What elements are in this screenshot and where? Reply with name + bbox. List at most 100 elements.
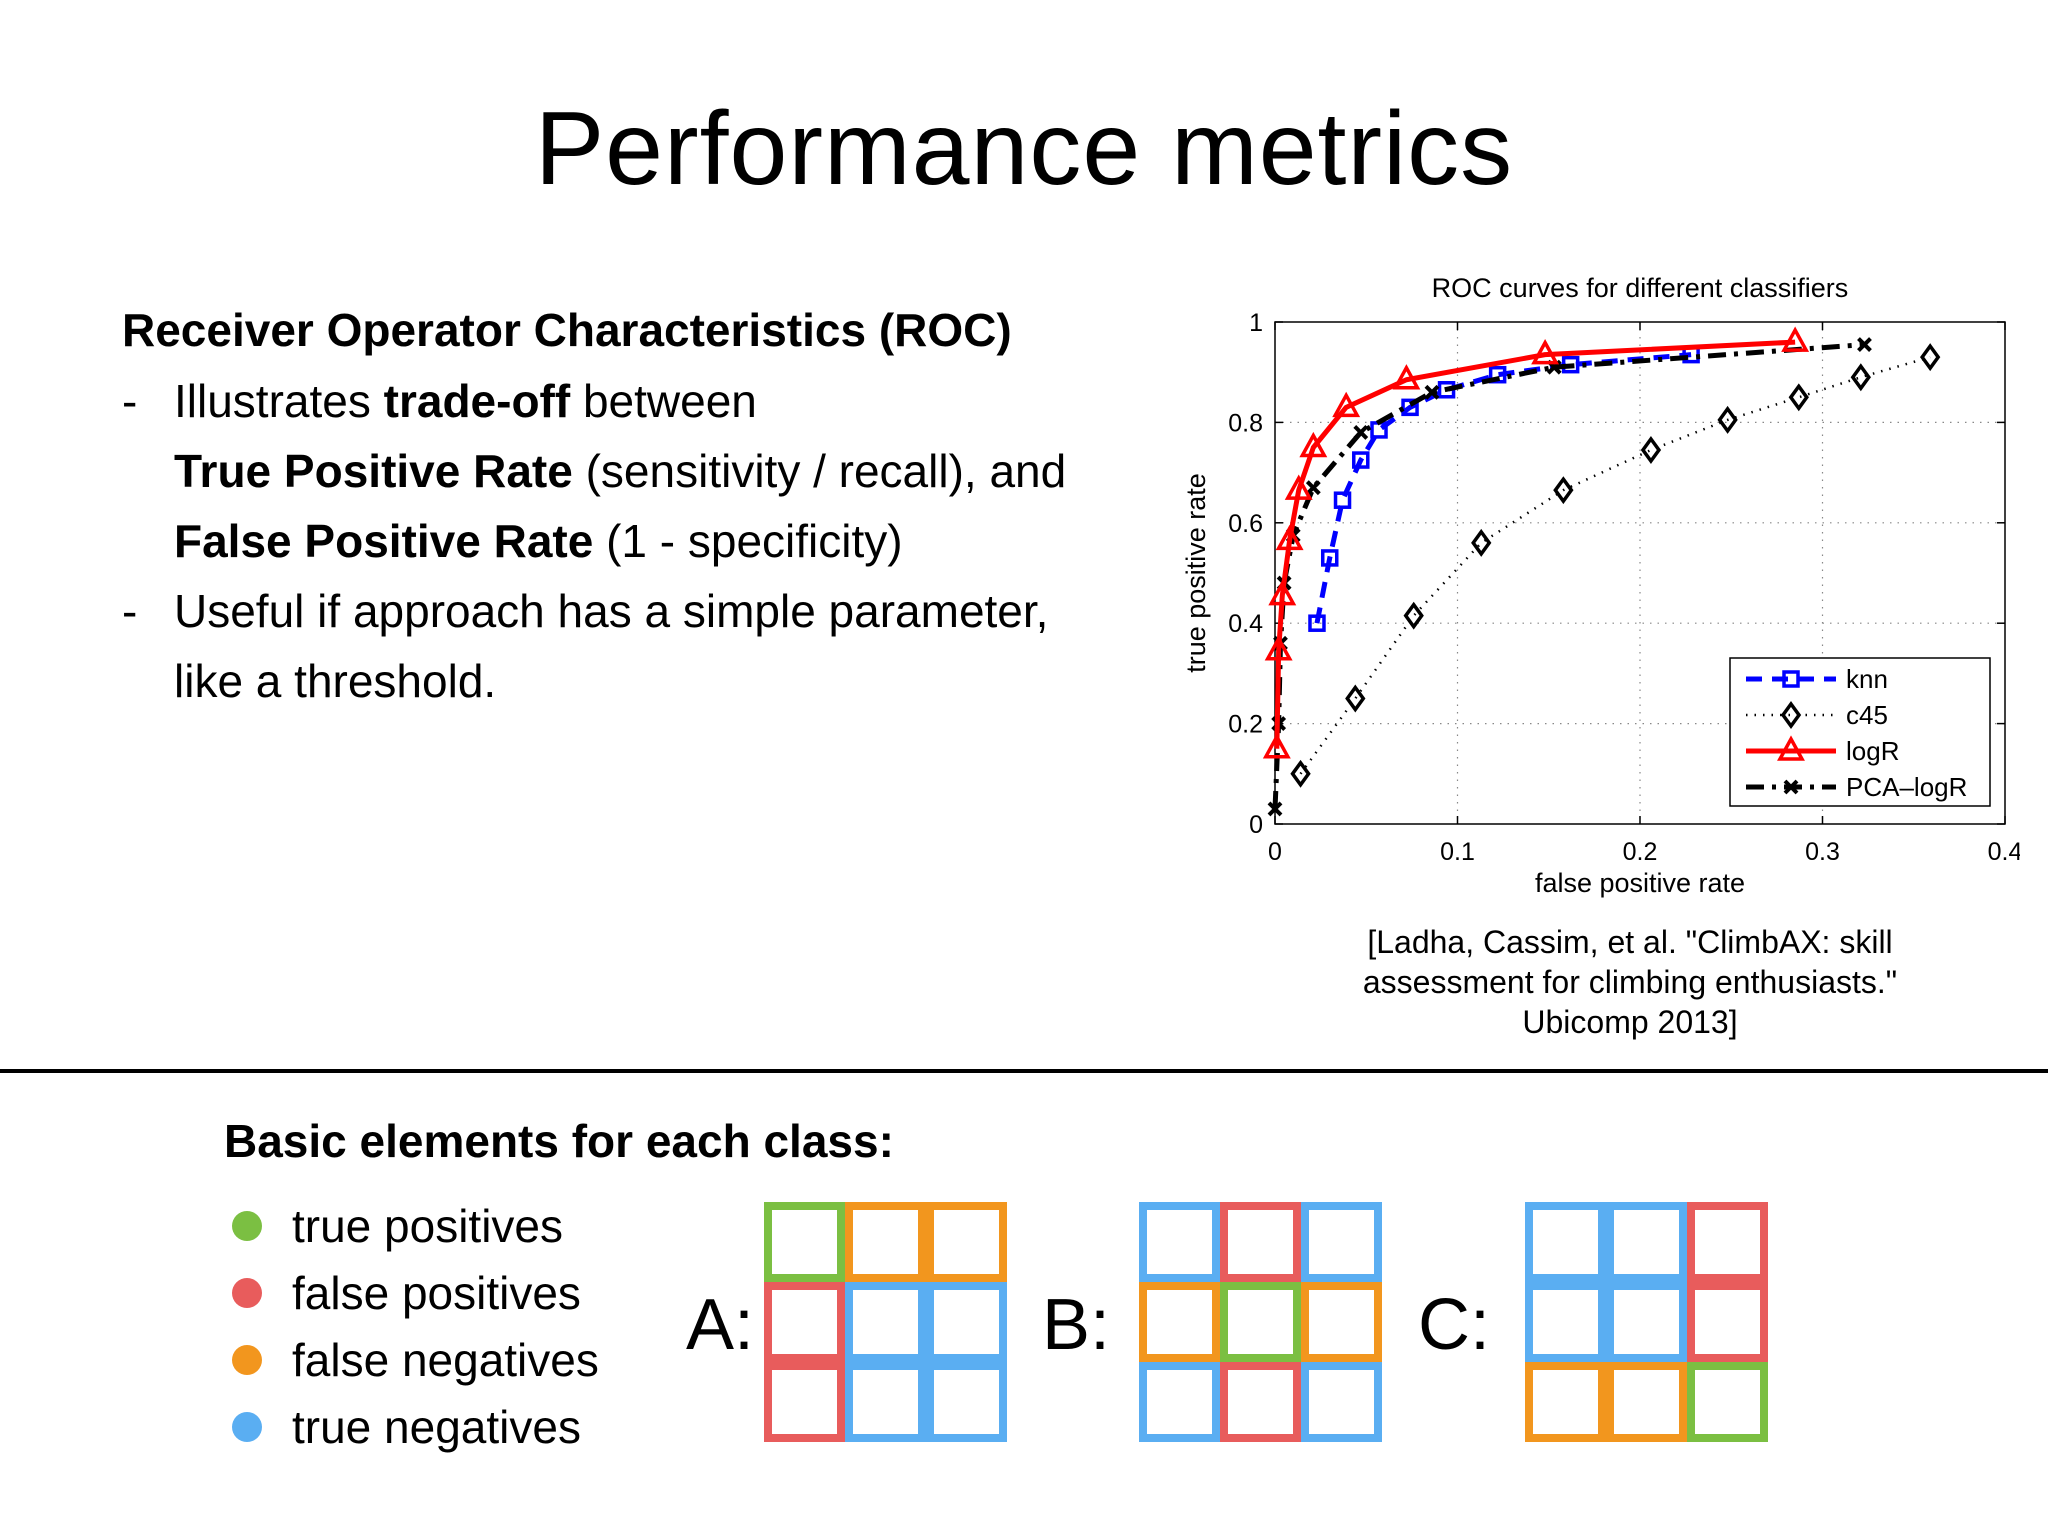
y-tick-label: 0.6	[1228, 510, 1263, 538]
data-point-knn	[1321, 549, 1339, 567]
legend-label: true positives	[292, 1199, 564, 1252]
matrix-cell-true-negative	[926, 1282, 1007, 1362]
bullet-dash: -	[122, 375, 138, 427]
bullet-text: (1 - specificity)	[593, 515, 903, 567]
matrix-cell-true-negative	[845, 1282, 926, 1362]
bullet-line: False Positive Rate (1 - specificity)	[174, 506, 1152, 576]
matrix-cell-true-negative	[1525, 1282, 1606, 1362]
matrix-cell-false-positive	[1220, 1202, 1301, 1282]
data-point-c45	[1553, 476, 1574, 505]
bullet-bold-text: True Positive Rate	[174, 445, 573, 497]
data-point-logr	[1284, 474, 1313, 500]
bullet-dash: -	[122, 585, 138, 637]
matrix-label-a: A:	[686, 1285, 755, 1365]
matrix-cell-true-positive	[764, 1202, 845, 1282]
data-point-logr	[1264, 635, 1293, 661]
data-point-c45	[1717, 405, 1738, 434]
matrix-cell-false-positive	[764, 1282, 845, 1362]
bullet-threshold: - Useful if approach has a simple parame…	[122, 576, 1152, 716]
bullet-line: Illustrates trade-off between	[174, 366, 1152, 436]
matrix-cell-true-negative	[1606, 1282, 1687, 1362]
matrix-cell-true-positive	[1220, 1282, 1301, 1362]
y-tick-label: 1	[1249, 309, 1263, 337]
matrix-cell-false-negative	[926, 1202, 1007, 1282]
legend-label: false negatives	[292, 1333, 599, 1386]
chart-title: ROC curves for different classifiers	[1432, 273, 1849, 303]
data-point-logr	[1332, 391, 1361, 418]
x-marker-stroke	[1267, 801, 1283, 817]
legend-marker-c45	[1780, 701, 1802, 729]
matrix-cell-true-negative	[1606, 1202, 1687, 1282]
x-axis-label: false positive rate	[1535, 868, 1745, 898]
matrix-cell-false-negative	[1606, 1362, 1687, 1442]
matrix-label-c: C:	[1418, 1285, 1490, 1365]
matrix-label-b: B:	[1042, 1285, 1111, 1365]
data-point-knn	[1401, 398, 1419, 417]
data-point-pca-logr	[1305, 480, 1321, 496]
chart-series	[1262, 326, 1941, 817]
data-point-c45	[1788, 383, 1809, 412]
legend-item-true-positives: true positives	[232, 1192, 599, 1259]
x-marker-stroke	[1353, 425, 1369, 440]
data-point-logr	[1299, 431, 1328, 458]
legend-marker-logr	[1777, 735, 1805, 761]
data-point-c45	[1920, 343, 1941, 372]
data-point-pca-logr	[1353, 425, 1369, 440]
data-point-c45	[1471, 528, 1492, 557]
data-point-knn	[1333, 491, 1352, 509]
matrix-cell-false-negative	[1139, 1282, 1220, 1362]
x-tick-label: 0	[1268, 838, 1282, 866]
data-point-c45	[1640, 436, 1662, 464]
legend-marker-knn	[1782, 670, 1800, 688]
data-point-logr	[1781, 326, 1810, 352]
legend-item-true-negatives: true negatives	[232, 1393, 599, 1460]
matrix-cell-true-negative	[1301, 1362, 1382, 1442]
chart-ticks: 0 0.1 0.2 0.3 0.4 0 0.2 0.4 0.6 0.8 1	[1228, 309, 2020, 866]
roc-description: Receiver Operator Characteristics (ROC) …	[122, 302, 1152, 716]
matrix-cell-false-negative	[845, 1202, 926, 1282]
legend-label-knn: knn	[1846, 664, 1888, 694]
citation: [Ladha, Cassim, et al. "ClimbAX: skill a…	[1290, 922, 1970, 1042]
bullet-text: Illustrates	[174, 375, 384, 427]
legend-marker-pca-logr	[1783, 779, 1799, 795]
data-point-c45	[1290, 759, 1311, 788]
blue-dot-icon	[232, 1411, 262, 1442]
matrix-cell-true-negative	[1139, 1202, 1220, 1282]
x-marker-stroke	[1783, 779, 1799, 795]
legend-item-false-negatives: false negatives	[232, 1326, 599, 1393]
bullet-bold-text: trade-off	[383, 375, 571, 427]
legend-label-logr: logR	[1846, 736, 1899, 766]
matrix-cell-false-positive	[1687, 1282, 1768, 1362]
data-point-knn	[1488, 365, 1507, 384]
data-point-knn	[1352, 451, 1370, 469]
data-point-c45	[1345, 684, 1366, 713]
bullet-line: Useful if approach has a simple paramete…	[174, 585, 1049, 637]
matrix-cell-true-positive	[1687, 1362, 1768, 1442]
slide-title: Performance metrics	[534, 91, 1514, 207]
data-point-pca-logr	[1267, 801, 1283, 817]
x-tick-label: 0.2	[1623, 838, 1658, 866]
bullet-line: like a threshold.	[174, 655, 497, 707]
matrix-cell-true-negative	[845, 1362, 926, 1442]
section-divider	[0, 1069, 2048, 1073]
y-tick-label: 0.2	[1228, 711, 1263, 739]
legend-label-c45: c45	[1846, 700, 1888, 730]
bullet-text: (sensitivity / recall), and	[572, 445, 1067, 497]
bullet-bold-text: False Positive Rate	[174, 515, 594, 567]
green-dot-icon	[232, 1210, 262, 1241]
matrix-cell-false-positive	[1687, 1202, 1768, 1282]
data-point-c45	[1403, 601, 1424, 630]
x-tick-label: 0.3	[1805, 838, 1840, 866]
data-point-logr	[1262, 733, 1291, 759]
matrix-cell-false-negative	[1301, 1282, 1382, 1362]
x-tick-label: 0.1	[1440, 838, 1475, 866]
bullet-line: True Positive Rate (sensitivity / recall…	[174, 436, 1152, 506]
y-tick-label: 0	[1249, 811, 1263, 839]
chart-legend: knn c45 logR PCA–logR	[1729, 657, 1991, 807]
data-point-pca-logr	[1857, 337, 1872, 353]
matrix-cell-false-positive	[1220, 1362, 1301, 1442]
citation-line: [Ladha, Cassim, et al. "ClimbAX: skill	[1367, 924, 1893, 960]
x-marker-stroke	[1857, 337, 1872, 353]
matrix-cell-true-negative	[1139, 1362, 1220, 1442]
data-point-pca-logr	[1424, 384, 1440, 400]
